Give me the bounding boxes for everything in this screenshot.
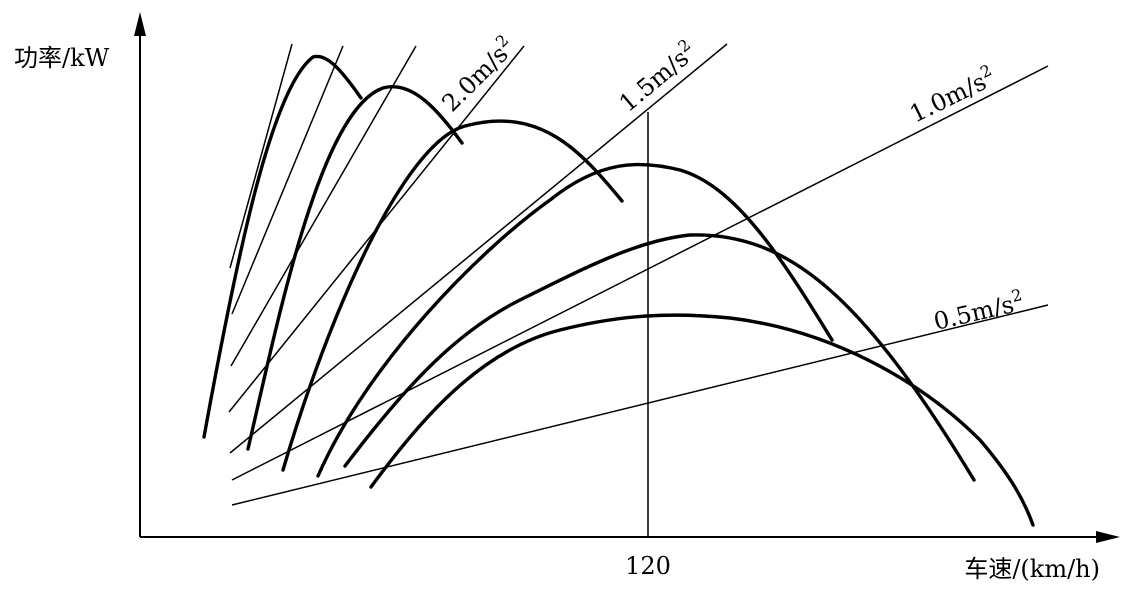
acceleration-line-5 [229, 43, 728, 454]
vertical-reference: 120 [625, 112, 671, 580]
x-axis-label: 车速/(km/h) [964, 555, 1100, 583]
acceleration-line-1 [229, 43, 293, 269]
power-curve-3 [281, 119, 624, 472]
acceleration-line-3 [230, 45, 417, 367]
acceleration-line-2 [231, 45, 344, 315]
acceleration-label-4: 0.5m/s2 [930, 285, 1026, 336]
power-curve-2 [246, 85, 464, 451]
axes: 功率/kW 车速/(km/h) [14, 12, 1120, 583]
acceleration-lines [228, 43, 1049, 506]
y-axis-label: 功率/kW [14, 44, 110, 72]
acceleration-line-6 [231, 65, 1049, 481]
acceleration-label-base: 0.5m/s [931, 290, 1017, 336]
acceleration-line-7 [231, 304, 1049, 506]
x-tick-label-120: 120 [625, 552, 671, 580]
acceleration-label-base: 1.0m/s [905, 68, 990, 129]
x-axis-arrow [1096, 531, 1120, 543]
power-curve-4 [316, 162, 834, 478]
power-curves [202, 54, 1035, 527]
power-curve-1 [202, 54, 363, 439]
acceleration-label-exponent: 2 [1010, 285, 1024, 306]
acceleration-labels: 2.0m/s21.5m/s21.0m/s20.5m/s2 [436, 31, 1026, 336]
power-curve-5 [343, 233, 976, 482]
power-curve-6 [369, 313, 1035, 527]
acceleration-label-3: 1.0m/s2 [904, 60, 1000, 128]
y-axis-arrow [134, 12, 146, 36]
